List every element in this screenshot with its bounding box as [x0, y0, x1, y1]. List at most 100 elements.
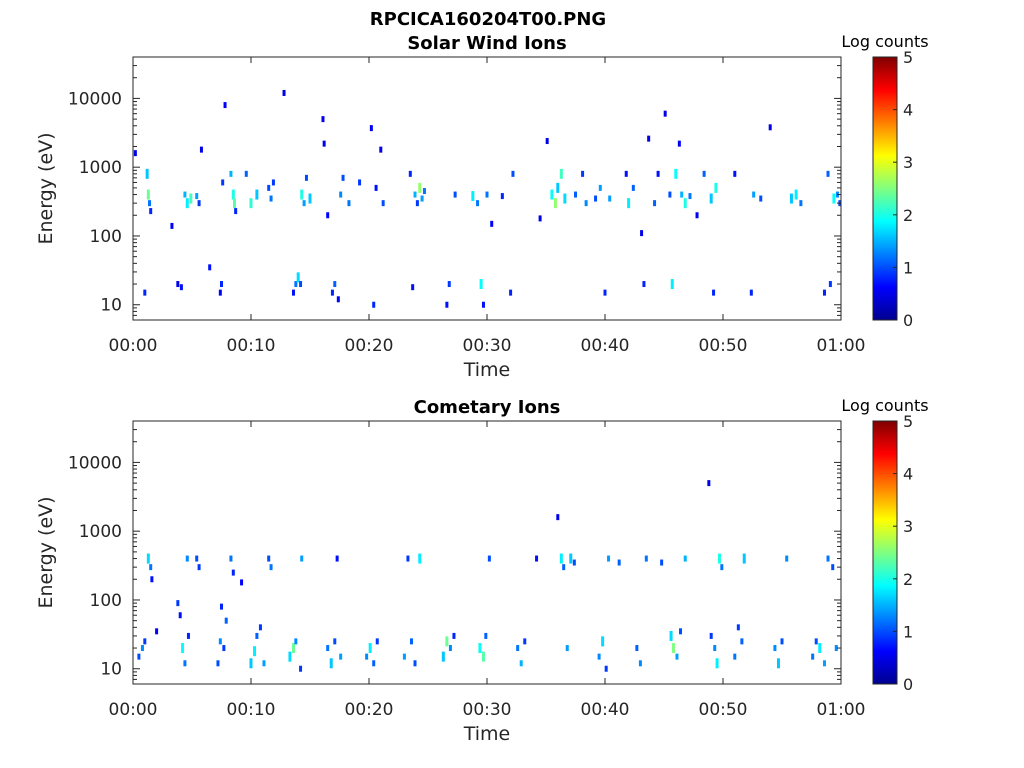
heatmap-cell	[742, 553, 746, 564]
heatmap-cell	[296, 272, 300, 283]
heatmap-cell	[402, 653, 406, 660]
heatmap-cell	[712, 289, 716, 296]
heatmap-cell	[149, 564, 153, 571]
heatmap-cell	[569, 553, 573, 564]
heatmap-cell	[333, 638, 337, 645]
heatmap-cell	[418, 553, 422, 564]
y-tick-label: 100	[90, 591, 122, 611]
heatmap-cell	[780, 638, 784, 645]
heatmap-cell	[229, 170, 233, 177]
heatmap-cell	[617, 559, 621, 566]
x-tick-label: 00:20	[345, 336, 394, 356]
x-tick-label: 00:10	[227, 700, 276, 720]
heatmap-cell	[834, 645, 838, 652]
heatmap-cell	[789, 193, 793, 204]
heatmap-cell	[674, 168, 678, 179]
heatmap-cell	[675, 653, 679, 660]
heatmap-cell	[565, 645, 569, 652]
heatmap-cell	[523, 638, 527, 645]
heatmap-cell	[572, 559, 576, 566]
x-tick-label: 00:40	[581, 700, 630, 720]
heatmap-cell	[688, 193, 692, 200]
heatmap-cell	[291, 289, 295, 296]
heatmap-cell	[631, 184, 635, 191]
x-tick-label: 00:50	[699, 700, 748, 720]
colorbar-label: Log counts	[841, 396, 928, 415]
heatmap-cell	[608, 195, 612, 202]
colorbar-tick-label: 1	[903, 258, 913, 277]
heatmap-cell	[653, 200, 657, 207]
heatmap-cell	[199, 146, 203, 153]
heatmap-cell	[671, 643, 675, 654]
y-tick-label: 1000	[79, 522, 122, 542]
heatmap-cell	[713, 645, 717, 652]
heatmap-cell	[603, 289, 607, 296]
heatmap-cell	[799, 200, 803, 207]
x-tick-label: 00:40	[581, 336, 630, 356]
colorbar-tick-label: 4	[903, 101, 913, 120]
heatmap-cell	[262, 660, 266, 667]
heatmap-cell	[624, 170, 628, 177]
heatmap-cell	[185, 198, 189, 209]
x-tick-label: 01:00	[817, 336, 866, 356]
heatmap-cell	[679, 628, 683, 635]
heatmap-cell	[642, 281, 646, 288]
heatmap-cell	[484, 632, 488, 639]
heatmap-cell	[258, 624, 262, 631]
heatmap-cell	[733, 170, 737, 177]
heatmap-cell	[597, 653, 601, 660]
heatmap-cell	[133, 150, 137, 157]
heatmap-cell	[269, 564, 273, 571]
heatmap-cell	[222, 645, 226, 652]
heatmap-cell	[255, 189, 259, 200]
heatmap-cell	[216, 660, 220, 667]
heatmap-cell	[715, 658, 719, 669]
heatmap-cell	[415, 200, 419, 207]
heatmap-cell	[189, 193, 193, 204]
heatmap-cell	[218, 289, 222, 296]
heatmap-cell	[420, 195, 424, 202]
heatmap-cell	[702, 170, 706, 177]
heatmap-cell	[304, 174, 308, 181]
plot-frame	[132, 420, 842, 685]
heatmap-cell	[485, 191, 489, 198]
heatmap-cell	[229, 555, 233, 562]
heatmap-cell	[660, 559, 664, 566]
heatmap-cell	[240, 579, 244, 586]
x-axis-label: Time	[463, 723, 511, 745]
heatmap-cell	[640, 230, 644, 237]
heatmap-cell	[374, 184, 378, 191]
colorbar-tick-label: 0	[903, 675, 913, 694]
heatmap-cell	[604, 665, 608, 672]
colorbar-tick-label: 0	[903, 311, 913, 330]
heatmap-cell	[267, 184, 271, 191]
heatmap-cell	[302, 200, 306, 207]
heatmap-cell	[178, 612, 182, 619]
colorbar-tick-label: 5	[903, 412, 913, 431]
heatmap-cell	[452, 632, 456, 639]
heatmap-cell	[339, 653, 343, 660]
heatmap-cell	[288, 651, 292, 662]
heatmap-cell	[562, 564, 566, 571]
heatmap-cell	[811, 653, 815, 660]
heatmap-cell	[818, 643, 822, 654]
y-tick-label: 10000	[68, 89, 122, 109]
heatmap-cell	[231, 189, 235, 200]
heatmap-cell	[709, 193, 713, 204]
y-tick-label: 10000	[68, 453, 122, 473]
heatmap-cell	[556, 182, 560, 193]
heatmap-cell	[186, 632, 190, 639]
heatmap-cell	[490, 220, 494, 227]
heatmap-cell	[155, 628, 159, 635]
heatmap-cell	[511, 170, 515, 177]
heatmap-cell	[326, 212, 330, 219]
heatmap-cell	[656, 170, 660, 177]
heatmap-cell	[294, 638, 298, 645]
heatmap-cell	[413, 660, 417, 667]
heatmap-cell	[669, 630, 673, 641]
heatmap-cell	[740, 638, 744, 645]
heatmap-cell	[282, 89, 286, 96]
heatmap-cell	[140, 645, 144, 652]
heatmap-cell	[487, 555, 491, 562]
heatmap-cell	[683, 555, 687, 562]
